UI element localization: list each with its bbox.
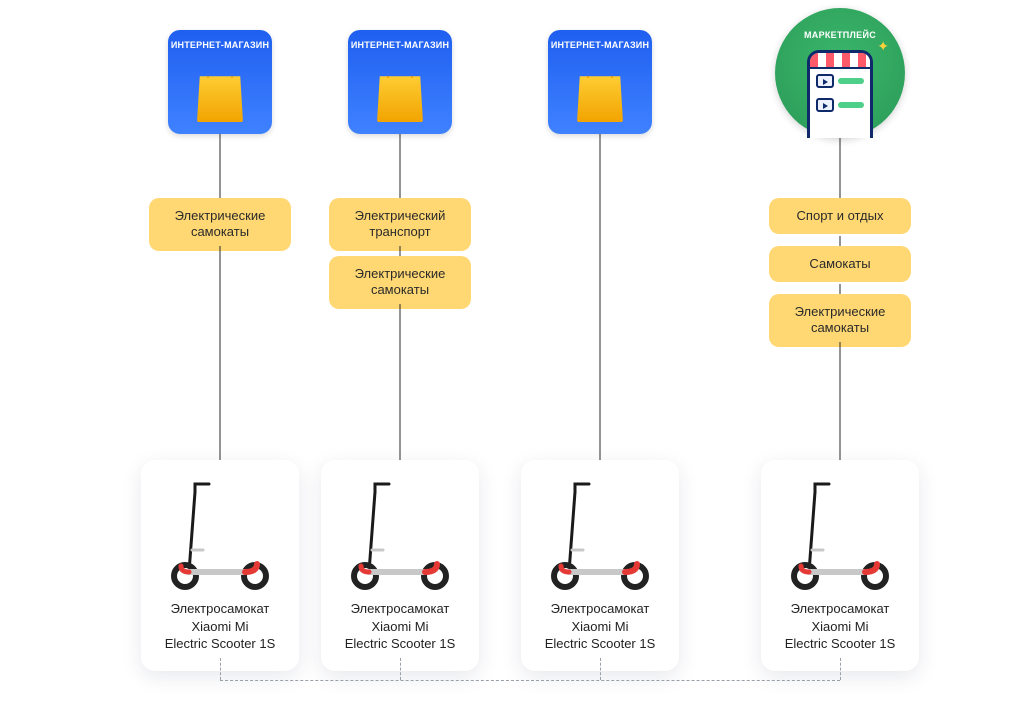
sparkle-icon: ✦ (877, 38, 889, 55)
connector-line (840, 284, 841, 294)
shopping-bag-icon (377, 70, 423, 122)
shopping-bag-icon (577, 70, 623, 122)
connector-line (400, 134, 401, 198)
product-name: Электросамокат Xiaomi Mi Electric Scoote… (327, 600, 473, 653)
store-badge: ИНТЕРНЕТ-МАГАЗИН (348, 30, 452, 134)
scooter-icon (767, 472, 913, 590)
column-4: МАРКЕТПЛЕЙС ✦ Спорт и отдых Самокаты Эле… (760, 0, 920, 138)
connector-line (840, 138, 841, 198)
column-2: ИНТЕРНЕТ-МАГАЗИН Электрический транспорт… (320, 0, 480, 134)
connector-line (400, 246, 401, 256)
category-chip: Спорт и отдых (769, 198, 911, 234)
connector-line (840, 236, 841, 246)
store-badge-label: ИНТЕРНЕТ-МАГАЗИН (548, 40, 652, 50)
store-badge: ИНТЕРНЕТ-МАГАЗИН (548, 30, 652, 134)
dashed-connector (840, 658, 841, 680)
product-card: Электросамокат Xiaomi Mi Electric Scoote… (321, 460, 479, 671)
connector-line (220, 134, 221, 198)
store-badge: ИНТЕРНЕТ-МАГАЗИН (168, 30, 272, 134)
store-badge-label: ИНТЕРНЕТ-МАГАЗИН (348, 40, 452, 50)
dashed-connector (400, 658, 401, 680)
store-badge-label: ИНТЕРНЕТ-МАГАЗИН (168, 40, 272, 50)
scooter-icon (147, 472, 293, 590)
marketplace-badge: МАРКЕТПЛЕЙС ✦ (775, 8, 905, 138)
awning-icon (810, 53, 870, 69)
product-name: Электросамокат Xiaomi Mi Electric Scoote… (767, 600, 913, 653)
product-card: Электросамокат Xiaomi Mi Electric Scoote… (761, 460, 919, 671)
connector-line (600, 134, 601, 460)
category-chip: Электрические самокаты (149, 198, 291, 251)
category-chip: Электрический транспорт (329, 198, 471, 251)
column-3: ИНТЕРНЕТ-МАГАЗИН Электросамокат Xiaomi M… (520, 0, 680, 134)
dashed-connector (220, 658, 221, 680)
category-chip: Электрические самокаты (769, 294, 911, 347)
product-card: Электросамокат Xiaomi Mi Electric Scoote… (141, 460, 299, 671)
connector-line (840, 342, 841, 460)
product-name: Электросамокат Xiaomi Mi Electric Scoote… (147, 600, 293, 653)
category-chip: Самокаты (769, 246, 911, 282)
column-1: ИНТЕРНЕТ-МАГАЗИН Электрические самокаты … (140, 0, 300, 134)
dashed-connector (220, 680, 840, 681)
connector-line (220, 246, 221, 460)
dashed-connector (600, 658, 601, 680)
phone-icon (807, 50, 873, 138)
shopping-bag-icon (197, 70, 243, 122)
product-card: Электросамокат Xiaomi Mi Electric Scoote… (521, 460, 679, 671)
diagram-stage: ИНТЕРНЕТ-МАГАЗИН Электрические самокаты … (0, 0, 1020, 713)
connector-line (400, 304, 401, 460)
product-name: Электросамокат Xiaomi Mi Electric Scoote… (527, 600, 673, 653)
scooter-icon (527, 472, 673, 590)
category-chip: Электрические самокаты (329, 256, 471, 309)
scooter-icon (327, 472, 473, 590)
